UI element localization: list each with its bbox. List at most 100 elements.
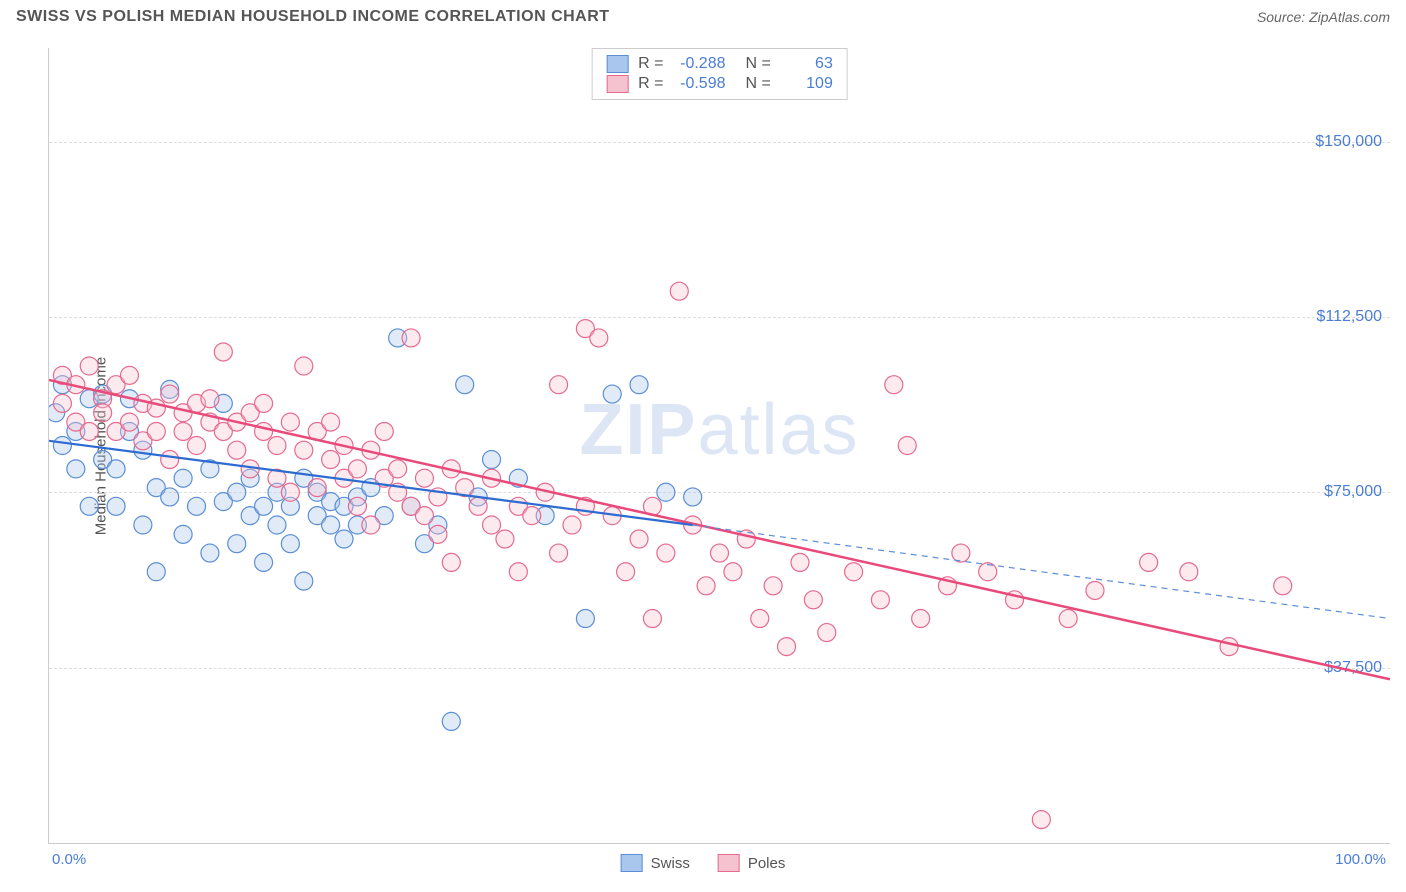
scatter-point [80, 497, 98, 515]
source-attribution: Source: ZipAtlas.com [1257, 9, 1390, 25]
scatter-point [523, 507, 541, 525]
scatter-point [657, 483, 675, 501]
swiss-swatch-icon [606, 55, 628, 73]
scatter-point [134, 516, 152, 534]
scatter-point [295, 572, 313, 590]
scatter-point [281, 413, 299, 431]
poles-n-value: 109 [781, 75, 833, 93]
scatter-point [590, 329, 608, 347]
scatter-point [348, 460, 366, 478]
scatter-point [348, 497, 366, 515]
scatter-point [617, 563, 635, 581]
scatter-point [724, 563, 742, 581]
scatter-point [174, 525, 192, 543]
scatter-point [442, 553, 460, 571]
scatter-point [322, 413, 340, 431]
scatter-svg [49, 48, 1390, 843]
scatter-point [147, 563, 165, 581]
scatter-point [53, 437, 71, 455]
scatter-point [228, 535, 246, 553]
scatter-point [188, 497, 206, 515]
scatter-point [402, 329, 420, 347]
scatter-point [885, 376, 903, 394]
scatter-point [1032, 811, 1050, 829]
chart-title: SWISS VS POLISH MEDIAN HOUSEHOLD INCOME … [16, 8, 610, 26]
scatter-point [201, 544, 219, 562]
x-tick-min: 0.0% [52, 851, 86, 868]
scatter-point [818, 624, 836, 642]
scatter-point [550, 544, 568, 562]
correlation-stats-box: R = -0.288 N = 63 R = -0.598 N = 109 [591, 48, 848, 100]
scatter-point [335, 530, 353, 548]
scatter-point [107, 497, 125, 515]
scatter-point [161, 385, 179, 403]
scatter-point [201, 390, 219, 408]
scatter-point [979, 563, 997, 581]
scatter-point [952, 544, 970, 562]
scatter-point [751, 610, 769, 628]
swiss-r-value: -0.288 [674, 55, 726, 73]
scatter-point [442, 712, 460, 730]
scatter-point [375, 422, 393, 440]
scatter-point [80, 357, 98, 375]
scatter-point [912, 610, 930, 628]
scatter-point [469, 497, 487, 515]
scatter-point [456, 376, 474, 394]
n-label: N = [746, 55, 771, 73]
scatter-point [711, 544, 729, 562]
swiss-n-value: 63 [781, 55, 833, 73]
scatter-point [550, 376, 568, 394]
scatter-point [389, 460, 407, 478]
legend-item-swiss: Swiss [621, 854, 690, 872]
trend-line [49, 380, 1390, 679]
scatter-point [845, 563, 863, 581]
scatter-point [295, 357, 313, 375]
swiss-swatch-icon [621, 854, 643, 872]
trend-line [693, 525, 1390, 619]
scatter-point [322, 451, 340, 469]
scatter-point [1140, 553, 1158, 571]
scatter-point [898, 437, 916, 455]
scatter-point [764, 577, 782, 595]
scatter-point [496, 530, 514, 548]
scatter-point [657, 544, 675, 562]
scatter-point [53, 394, 71, 412]
scatter-point [778, 638, 796, 656]
scatter-point [670, 282, 688, 300]
scatter-point [255, 394, 273, 412]
scatter-point [120, 413, 138, 431]
scatter-point [1059, 610, 1077, 628]
scatter-point [161, 451, 179, 469]
scatter-point [107, 460, 125, 478]
scatter-point [268, 516, 286, 534]
scatter-point [120, 366, 138, 384]
scatter-point [415, 469, 433, 487]
scatter-point [630, 376, 648, 394]
x-tick-max: 100.0% [1335, 851, 1386, 868]
scatter-point [643, 610, 661, 628]
stats-row-swiss: R = -0.288 N = 63 [606, 55, 833, 73]
scatter-point [804, 591, 822, 609]
scatter-point [791, 553, 809, 571]
scatter-point [147, 422, 165, 440]
scatter-point [188, 437, 206, 455]
stats-row-poles: R = -0.598 N = 109 [606, 75, 833, 93]
series-legend: Swiss Poles [621, 854, 786, 872]
scatter-point [228, 441, 246, 459]
scatter-point [281, 535, 299, 553]
poles-r-value: -0.598 [674, 75, 726, 93]
scatter-point [1180, 563, 1198, 581]
scatter-point [228, 483, 246, 501]
scatter-point [429, 525, 447, 543]
scatter-point [415, 507, 433, 525]
scatter-point [684, 488, 702, 506]
scatter-point [161, 488, 179, 506]
scatter-point [483, 451, 501, 469]
scatter-point [630, 530, 648, 548]
scatter-point [174, 422, 192, 440]
scatter-point [1274, 577, 1292, 595]
scatter-point [295, 441, 313, 459]
scatter-point [362, 516, 380, 534]
scatter-point [80, 422, 98, 440]
n-label: N = [746, 75, 771, 93]
